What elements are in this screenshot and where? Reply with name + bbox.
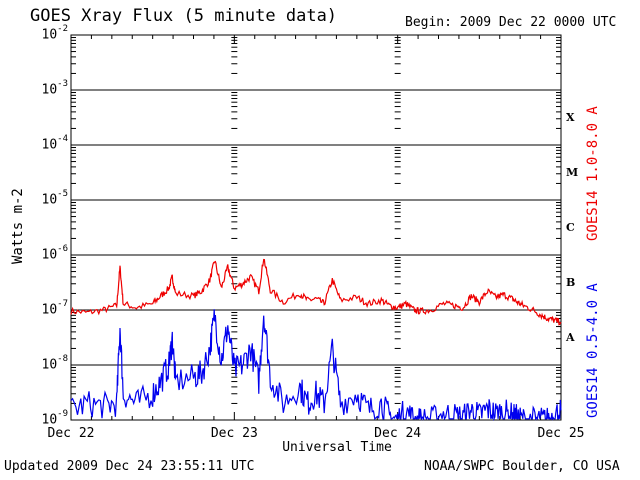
- y-tick-label: 10-5: [41, 189, 69, 208]
- x-tick-label: Dec 25: [537, 426, 585, 441]
- updated-timestamp: Updated 2009 Dec 24 23:55:11 UTC: [4, 459, 255, 474]
- y-axis-title-text: Watts m-2: [10, 188, 26, 264]
- y-axis-title: Watts m-2: [10, 188, 26, 264]
- legend-short-channel: GOES14 0.5-4.0 A: [585, 283, 601, 418]
- series-short-line: [70, 309, 562, 422]
- series-long-line: [70, 258, 562, 326]
- y-tick-label: 10-9: [41, 409, 69, 428]
- flare-class-label: C: [566, 220, 575, 234]
- legend-long-label: GOES14 1.0-8.0 A: [585, 106, 601, 241]
- legend-long-channel: GOES14 1.0-8.0 A: [585, 106, 601, 241]
- flare-class-label: A: [566, 330, 575, 344]
- y-tick-label: 10-3: [41, 79, 69, 98]
- begin-time: Begin: 2009 Dec 22 0000 UTC: [405, 15, 617, 30]
- y-tick-label: 10-6: [41, 244, 69, 263]
- legend-short-label: GOES14 0.5-4.0 A: [585, 283, 601, 418]
- flare-class-label: M: [566, 165, 579, 179]
- y-tick-label: 10-2: [41, 24, 69, 43]
- x-tick-label: Dec 24: [374, 426, 422, 441]
- flare-class-label: X: [566, 110, 575, 124]
- flare-class-label: B: [566, 275, 576, 289]
- y-tick-label: 10-8: [41, 354, 69, 373]
- plot-frame: [70, 34, 562, 421]
- credit-line: NOAA/SWPC Boulder, CO USA: [424, 459, 620, 474]
- x-axis-title: Universal Time: [282, 440, 392, 455]
- y-tick-label: 10-4: [41, 134, 69, 153]
- y-tick-label: 10-7: [41, 299, 69, 318]
- chart-title: GOES Xray Flux (5 minute data): [30, 6, 338, 26]
- x-tick-label: Dec 23: [210, 426, 258, 441]
- x-tick-label: Dec 22: [47, 426, 95, 441]
